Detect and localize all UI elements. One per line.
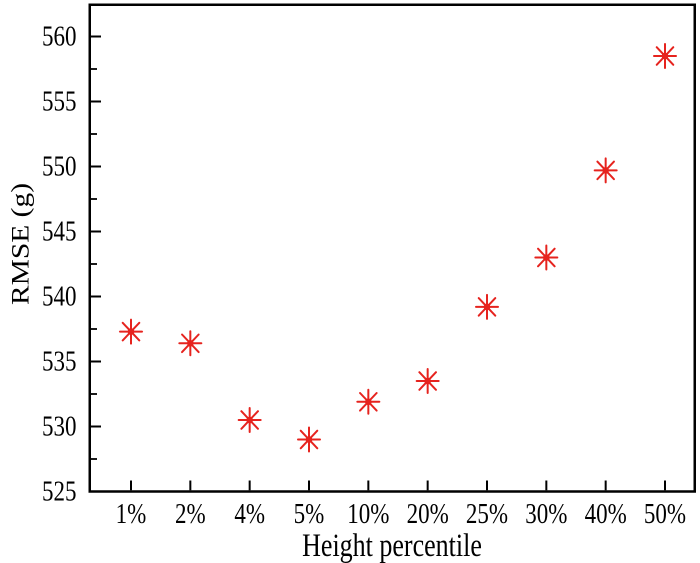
x-tick-label: 25% <box>466 498 508 530</box>
marker-center-dot <box>187 340 194 347</box>
x-tick-label: 1% <box>116 498 147 530</box>
marker-center-dot <box>543 254 550 261</box>
x-tick-label: 4% <box>234 498 265 530</box>
x-tick-label: 50% <box>644 498 686 530</box>
data-point-marker <box>119 318 143 345</box>
y-tick-label: 540 <box>42 280 76 312</box>
marker-center-dot <box>365 398 372 406</box>
y-axis-title: RMSE (g) <box>7 183 34 305</box>
data-point-marker <box>475 293 499 320</box>
marker-center-dot <box>483 303 491 311</box>
x-tick-label: 10% <box>347 498 389 530</box>
data-point-marker <box>534 244 559 271</box>
marker-center-dot <box>661 52 669 60</box>
x-tick-label: 40% <box>585 498 627 530</box>
marker-center-dot <box>127 328 135 335</box>
plot-border <box>88 3 696 493</box>
data-point-marker <box>653 43 677 69</box>
data-point-marker <box>415 368 440 394</box>
y-tick-label: 545 <box>42 215 76 247</box>
y-tick-label: 555 <box>42 85 76 117</box>
data-point-marker <box>356 388 381 415</box>
y-tick-label: 525 <box>42 475 76 507</box>
y-tick-label: 535 <box>42 345 76 377</box>
x-tick-label: 20% <box>407 498 449 530</box>
x-axis-title: Height percentile <box>302 528 482 563</box>
y-tick-label: 530 <box>42 410 76 442</box>
x-tick-label: 30% <box>525 498 567 530</box>
data-point-marker <box>593 157 618 184</box>
marker-center-dot <box>424 377 431 385</box>
marker-center-dot <box>602 167 609 174</box>
data-point-marker <box>178 330 203 357</box>
marker-center-dot <box>246 416 253 424</box>
marker-center-dot <box>305 436 313 443</box>
x-tick-label: 5% <box>294 498 325 530</box>
data-point-marker <box>237 407 262 433</box>
y-tick-label: 550 <box>42 150 76 182</box>
x-tick-label: 2% <box>175 498 206 530</box>
y-tick-label: 560 <box>42 20 76 52</box>
data-point-marker <box>297 426 321 453</box>
